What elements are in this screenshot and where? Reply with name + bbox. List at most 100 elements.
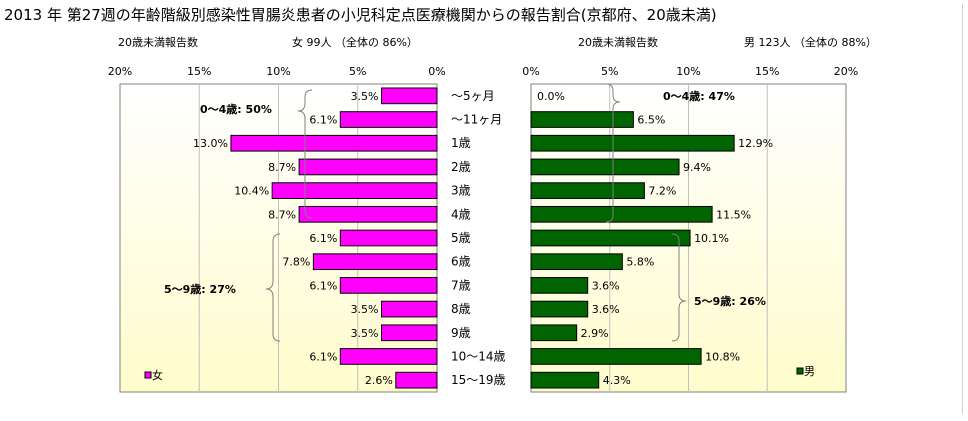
male-bar (530, 205, 713, 223)
male-panel: 0% 5% 10% 15% 20% 0.0% 6.5% 12.9% 9.4% 7.2% 11.5% 1… (522, 65, 858, 393)
female-value-label: 6.1% (309, 279, 337, 292)
male-tick-label: 20% (834, 65, 858, 78)
male-bar (530, 134, 735, 152)
female-bar (339, 277, 438, 294)
male-annotation-5-9: 5～9歳: 26% (694, 294, 766, 308)
male-value-label: 10.1% (694, 232, 729, 245)
female-bar (230, 134, 438, 152)
male-bar (530, 182, 645, 199)
male-bracket-0-4 (605, 83, 621, 223)
category-label: 1歳 (451, 136, 471, 150)
male-value-label: 4.3% (603, 374, 631, 387)
female-value-label: 13.0% (193, 137, 228, 150)
female-value-label: 3.5% (351, 303, 379, 316)
female-value-label: 3.5% (351, 90, 379, 103)
female-value-label: 6.1% (309, 232, 337, 245)
female-subtitle-left: 20歳未満報告数 (118, 36, 198, 49)
category-label: 6歳 (451, 255, 471, 269)
male-value-label: 5.8% (626, 256, 654, 269)
female-annotation-0-4: 0～4歳: 50% (200, 102, 272, 116)
female-tick-label: 0% (428, 65, 445, 78)
female-bracket-5-9 (265, 233, 281, 342)
category-label: 10～14歳 (451, 349, 506, 363)
male-value-label: 9.4% (683, 161, 711, 174)
female-bar (339, 229, 438, 247)
male-bar (530, 111, 634, 128)
category-label: ～11ヶ月 (451, 113, 502, 127)
male-value-label: 11.5% (716, 208, 751, 221)
male-bracket-5-9 (671, 233, 687, 342)
female-bar (381, 324, 438, 342)
category-label: ～5ヶ月 (451, 89, 495, 103)
female-value-label: 6.1% (309, 114, 337, 127)
male-bar (530, 229, 691, 247)
female-legend-swatch (144, 371, 152, 379)
female-tick-label: 15% (187, 65, 211, 78)
female-value-label: 6.1% (309, 350, 337, 363)
male-bar (530, 324, 578, 342)
male-value-label: 3.6% (592, 279, 620, 292)
female-value-label: 8.7% (268, 208, 296, 221)
female-bar (298, 158, 438, 176)
category-label: 9歳 (451, 326, 471, 340)
male-legend-label: 男 (804, 365, 815, 378)
female-legend: 女 (144, 368, 163, 382)
female-value-label: 7.8% (282, 256, 310, 269)
male-legend-swatch (796, 367, 804, 375)
category-label: 7歳 (451, 278, 471, 292)
male-tick-label: 15% (755, 65, 779, 78)
male-value-label: 2.9% (581, 327, 609, 340)
category-label: 15～19歳 (451, 373, 506, 387)
female-value-label: 3.5% (351, 327, 379, 340)
female-value-label: 2.6% (365, 374, 393, 387)
female-bar (339, 111, 438, 128)
female-tick-label: 5% (349, 65, 366, 78)
male-value-label: 6.5% (637, 114, 665, 127)
category-label: 2歳 (451, 160, 471, 174)
male-tick-label: 10% (676, 65, 700, 78)
male-bar (530, 371, 600, 389)
female-panel: 20% 15% 10% 5% 0% 3.5% 6.1% 13.0% 8.7% 10.4% 8.7% 6… (108, 65, 446, 393)
male-bar (530, 348, 702, 365)
female-bracket-0-4 (297, 89, 313, 219)
male-value-label: 10.8% (705, 350, 740, 363)
female-subtitle-right: 女 99人 （全体の 86%） (292, 35, 418, 49)
female-bar (339, 348, 438, 365)
female-tick-label: 20% (108, 65, 132, 78)
male-bar (530, 300, 589, 318)
male-value-label: 0.0% (537, 90, 565, 103)
category-labels: ～5ヶ月 ～11ヶ月 1歳 2歳 3歳 4歳 5歳 6歳 7歳 8歳 9歳 10～14歳 15～19歳 (451, 89, 506, 387)
category-label: 3歳 (451, 184, 471, 198)
category-label: 8歳 (451, 302, 471, 316)
female-bar (271, 182, 438, 199)
female-legend-label: 女 (152, 368, 163, 382)
male-subtitle-right: 男 123人 （全体の 88%） (744, 35, 877, 49)
male-tick-label: 0% (522, 65, 539, 78)
frame-edge (962, 4, 963, 414)
male-subtitle-left: 20歳未満報告数 (578, 36, 658, 49)
male-legend: 男 (796, 365, 815, 378)
female-bar (395, 371, 438, 389)
male-value-label: 3.6% (592, 303, 620, 316)
male-value-label: 12.9% (738, 137, 773, 150)
male-tick-label: 5% (601, 65, 618, 78)
male-bar (530, 158, 680, 176)
chart-title: 2013 年 第27週の年齢階級別感染性胃腸炎患者の小児科定点医療機関からの報告… (4, 6, 717, 24)
female-bar (381, 87, 438, 105)
bracket-annotations: 0～4歳: 50% 5～9歳: 27% 0～4歳: 47% 5～9歳: 26% (164, 83, 766, 342)
category-label: 5歳 (451, 231, 471, 245)
female-value-label: 10.4% (234, 185, 269, 198)
female-bar (298, 205, 438, 223)
female-annotation-5-9: 5～9歳: 27% (164, 282, 236, 296)
male-annotation-0-4: 0～4歳: 47% (663, 89, 735, 103)
female-bar (312, 253, 438, 271)
male-value-label: 7.2% (648, 185, 676, 198)
female-value-label: 8.7% (268, 161, 296, 174)
female-tick-label: 10% (266, 65, 290, 78)
male-bar (530, 277, 589, 294)
male-bar (530, 253, 623, 271)
female-bar (381, 300, 438, 318)
category-label: 4歳 (451, 207, 471, 221)
